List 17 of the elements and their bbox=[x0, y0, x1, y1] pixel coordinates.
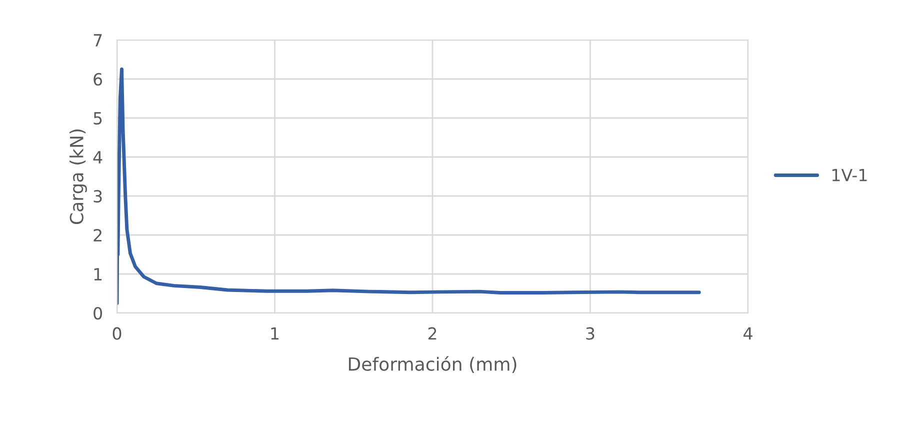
line-series bbox=[117, 68, 701, 305]
y-tick-label: 6 bbox=[94, 72, 102, 86]
y-tick-label: 5 bbox=[94, 112, 102, 125]
x-tick-label: 1 bbox=[271, 327, 279, 340]
y-tick-label: 2 bbox=[94, 228, 102, 242]
x-tick-label: 3 bbox=[586, 327, 594, 340]
y-tick-label: 0 bbox=[94, 306, 102, 320]
y-tick-label: 7 bbox=[94, 34, 102, 46]
x-tick-label: 0 bbox=[112, 327, 122, 340]
y-tick-label: 3 bbox=[94, 190, 102, 203]
x-axis-title: Deformación (mm) bbox=[348, 356, 516, 374]
x-tick-label: 4 bbox=[744, 327, 752, 340]
y-axis-title: Carga (kN) bbox=[69, 130, 87, 224]
legend-label: 1V-1 bbox=[832, 168, 867, 182]
y-tick-label: 4 bbox=[93, 151, 102, 164]
x-tick-label: 2 bbox=[428, 327, 436, 340]
y-tick-label: 1 bbox=[94, 268, 102, 280]
